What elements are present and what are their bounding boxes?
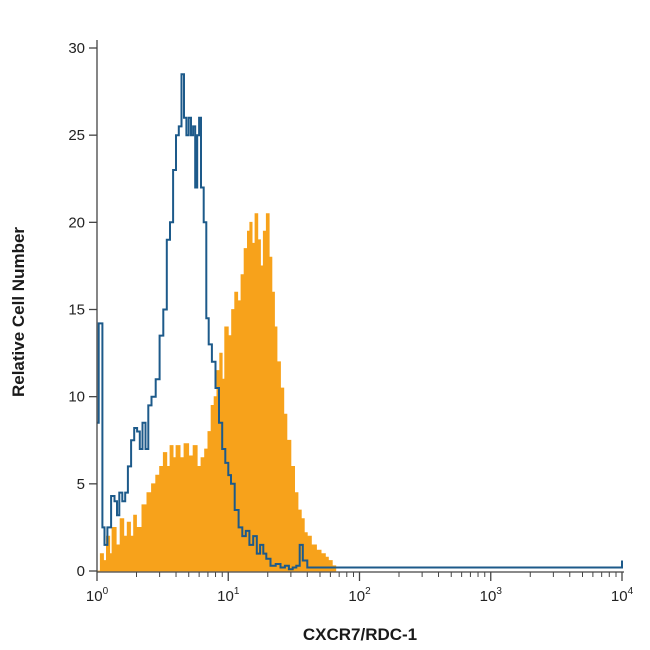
x-tick-label: 102 (348, 586, 371, 605)
filled-histogram-layer (97, 213, 337, 572)
x-tick-label: 104 (611, 586, 634, 605)
y-tick-label: 25 (68, 127, 85, 144)
filled-histogram-series (97, 213, 337, 572)
y-tick-label: 5 (77, 476, 85, 493)
y-tick-label: 15 (68, 302, 85, 319)
y-tick-label: 30 (68, 40, 85, 57)
outline-histogram-layer (97, 73, 623, 571)
x-tick-label: 101 (217, 586, 240, 605)
axes: 0 5 10 15 20 25 30 100 101 102 103 104 (68, 40, 634, 605)
x-tick-label: 103 (480, 586, 503, 605)
x-axis-title: CXCR7/RDC-1 (303, 625, 417, 644)
y-tick-label: 0 (77, 563, 85, 580)
outline-histogram-series (97, 73, 623, 571)
y-tick-label: 20 (68, 214, 85, 231)
y-tick-label: 10 (68, 389, 85, 406)
y-axis-title: Relative Cell Number (9, 227, 28, 397)
x-tick-label: 100 (86, 586, 109, 605)
